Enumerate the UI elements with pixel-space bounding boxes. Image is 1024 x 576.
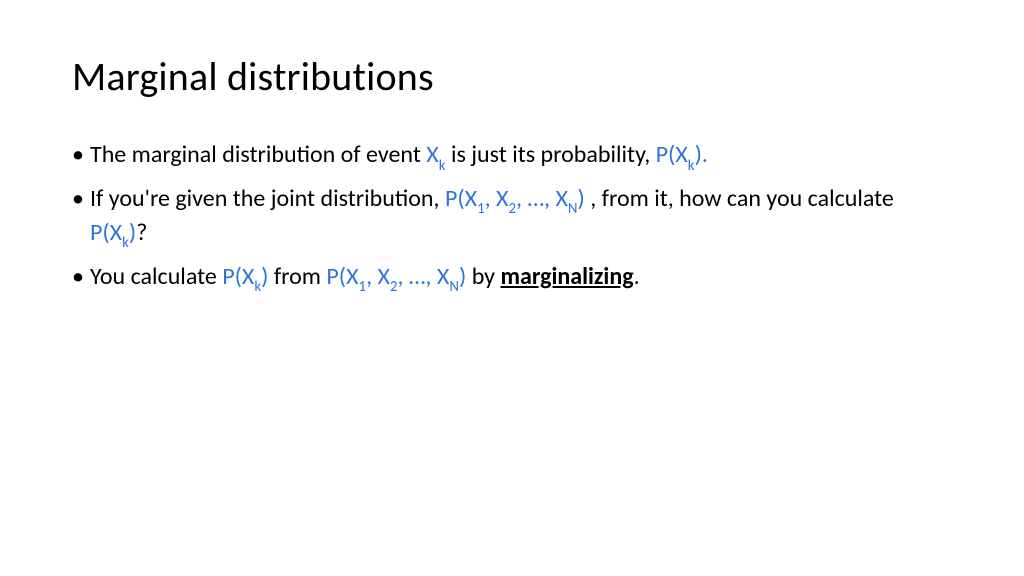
var-sub-k: k xyxy=(254,277,261,295)
emphasized-term: marginalizing xyxy=(500,262,633,291)
text: ? xyxy=(136,218,147,247)
bullet-list: The marginal distribution of event Xk is… xyxy=(72,139,952,295)
var-comma: , X xyxy=(366,262,390,291)
bullet-2: If you're given the joint distribution, … xyxy=(72,183,952,251)
text: If you're given the joint distribution, xyxy=(90,184,445,213)
var-sub-n: N xyxy=(449,277,459,295)
var-sub-k: k xyxy=(122,233,129,251)
slide-title: Marginal distributions xyxy=(72,52,952,101)
slide: Marginal distributions The marginal dist… xyxy=(0,0,1024,576)
text: You calculate xyxy=(90,262,222,291)
var-p: P(X xyxy=(656,140,688,169)
text: by xyxy=(466,262,500,291)
math-var-xk: Xk xyxy=(426,140,445,169)
var-sub-k: k xyxy=(439,156,446,174)
var-p: P(X xyxy=(326,262,358,291)
slide-content: The marginal distribution of event Xk is… xyxy=(72,139,952,295)
var-comma: , …, X xyxy=(516,184,568,213)
var-p: P(X xyxy=(222,262,254,291)
math-var-joint: P(X1, X2, …, XN) xyxy=(445,184,590,213)
var-sub-n: N xyxy=(568,199,578,217)
bullet-3: You calculate P(Xk) from P(X1, X2, …, XN… xyxy=(72,261,952,295)
var-sub-k: k xyxy=(688,156,695,174)
math-var-joint: P(X1, X2, …, XN) xyxy=(326,262,466,291)
math-var-pxk: P(Xk). xyxy=(656,140,708,169)
text: , from it, how can you calculate xyxy=(590,184,894,213)
var-x: X xyxy=(426,140,438,169)
var-sub-2: 2 xyxy=(390,277,398,295)
var-sub-2: 2 xyxy=(509,199,517,217)
math-var-pxk: P(Xk) xyxy=(222,262,268,291)
var-p: P(X xyxy=(445,184,477,213)
var-close: ). xyxy=(695,140,708,169)
text: . xyxy=(634,262,640,291)
text: The marginal distribution of event xyxy=(90,140,426,169)
math-var-pxk: P(Xk) xyxy=(90,218,136,247)
bullet-1: The marginal distribution of event Xk is… xyxy=(72,139,952,173)
var-comma: , X xyxy=(485,184,509,213)
var-p: P(X xyxy=(90,218,122,247)
text: is just its probability, xyxy=(446,140,656,169)
text: from xyxy=(268,262,326,291)
var-comma: , …, X xyxy=(398,262,450,291)
var-close: ) xyxy=(578,184,591,213)
var-sub-1: 1 xyxy=(477,199,485,217)
var-sub-1: 1 xyxy=(359,277,367,295)
